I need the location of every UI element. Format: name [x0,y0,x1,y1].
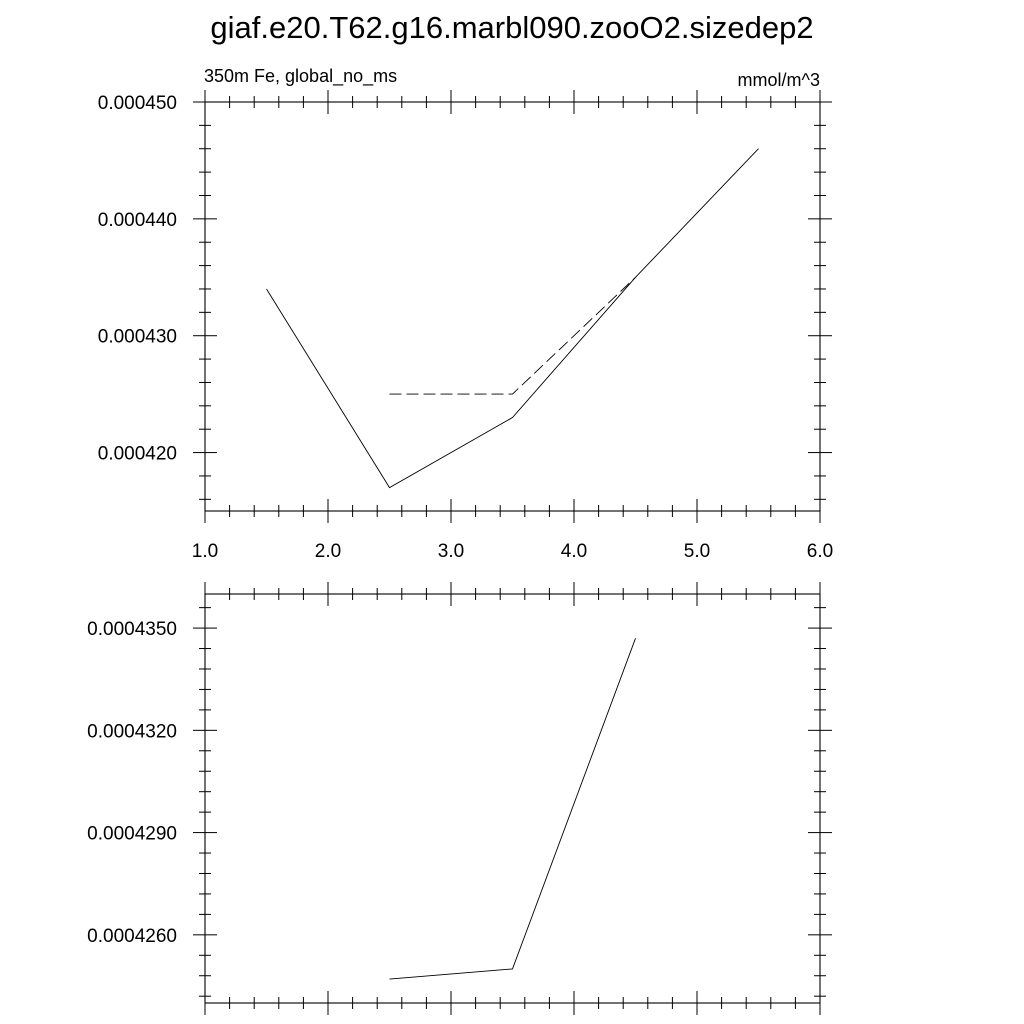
bottom-panel: 0.0004260 0.0004290 0.0004320 0.0004350 [87,582,832,1015]
y-tick-label: 0.000440 [98,210,177,231]
x-tick-label: 5.0 [684,541,710,562]
solid-series-line [266,148,759,489]
y-tick-label: 0.0004290 [87,824,177,845]
x-tick-label: 3.0 [438,541,464,562]
y-tick-label: 0.0004320 [87,721,177,742]
plot-frame [204,101,821,512]
solid-series-line [389,638,636,980]
plot-frame [204,593,821,1004]
chart-title: giaf.e20.T62.g16.marbl090.zooO2.sizedep2 [210,10,813,45]
y-tick-label: 0.0004260 [87,926,177,947]
y-tick-label: 0.000420 [98,444,177,465]
x-tick-label: 4.0 [561,541,587,562]
top-panel: 1.0 2.0 3.0 4.0 5.0 6.0 0.000420 0.000430 0.0004… [98,90,833,562]
y-tick-label: 0.000430 [98,327,177,348]
subtitle-right: mmol/m^3 [738,70,820,90]
x-tick-label: 6.0 [807,541,833,562]
x-tick-label: 1.0 [192,541,218,562]
y-tick-label: 0.000450 [98,93,177,114]
subtitle-left: 350m Fe, global_no_ms [204,66,397,87]
x-tick-label: 2.0 [315,541,341,562]
y-tick-label: 0.0004350 [87,619,177,640]
dashed-series-line [389,276,636,395]
